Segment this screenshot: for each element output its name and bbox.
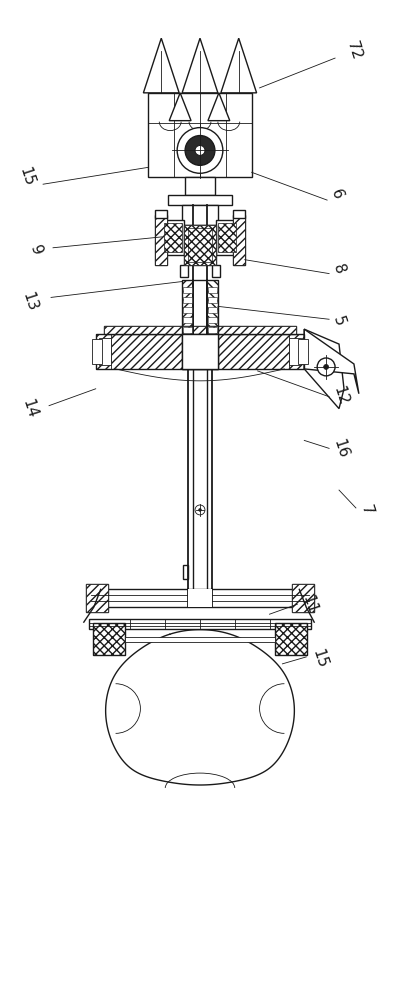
- Bar: [182, 280, 194, 369]
- Bar: [276, 623, 307, 655]
- Bar: [194, 280, 206, 369]
- Bar: [289, 338, 301, 365]
- Bar: [183, 337, 192, 343]
- Text: 13: 13: [19, 290, 39, 313]
- Bar: [164, 223, 182, 252]
- Bar: [208, 307, 217, 313]
- Polygon shape: [143, 38, 179, 93]
- Bar: [188, 589, 212, 607]
- Circle shape: [185, 136, 215, 165]
- Text: 7: 7: [358, 503, 376, 517]
- Bar: [183, 357, 192, 363]
- Bar: [183, 347, 192, 353]
- Bar: [188, 228, 212, 262]
- Bar: [212, 265, 220, 277]
- Bar: [93, 623, 124, 655]
- Bar: [180, 265, 188, 277]
- Bar: [208, 337, 217, 343]
- Bar: [162, 220, 184, 255]
- Polygon shape: [221, 38, 257, 93]
- Text: 15: 15: [16, 166, 36, 189]
- Text: 14: 14: [19, 397, 39, 420]
- Bar: [183, 307, 192, 313]
- Polygon shape: [106, 630, 294, 785]
- Bar: [208, 347, 217, 353]
- Bar: [292, 584, 314, 612]
- Bar: [96, 334, 304, 369]
- Polygon shape: [304, 329, 359, 394]
- Bar: [86, 584, 108, 612]
- Bar: [168, 195, 232, 205]
- Bar: [104, 326, 296, 334]
- Bar: [206, 280, 218, 369]
- Circle shape: [324, 364, 329, 369]
- Bar: [216, 220, 238, 255]
- Bar: [155, 210, 167, 218]
- Text: 8: 8: [330, 263, 348, 277]
- Bar: [292, 584, 314, 612]
- Bar: [184, 225, 216, 265]
- Bar: [182, 205, 218, 225]
- Bar: [185, 177, 215, 195]
- Bar: [233, 210, 245, 218]
- Text: 11: 11: [299, 593, 319, 616]
- Bar: [183, 327, 192, 333]
- Bar: [276, 623, 307, 655]
- Circle shape: [198, 508, 202, 511]
- Bar: [183, 317, 192, 323]
- Bar: [89, 619, 311, 629]
- Circle shape: [317, 358, 335, 376]
- Bar: [233, 215, 245, 265]
- Text: 12: 12: [331, 384, 351, 407]
- Text: 6: 6: [328, 187, 346, 201]
- Bar: [182, 280, 218, 369]
- Bar: [208, 287, 217, 293]
- Polygon shape: [208, 93, 230, 121]
- Bar: [208, 317, 217, 323]
- Bar: [148, 93, 252, 177]
- Text: 15: 15: [309, 647, 329, 670]
- Bar: [233, 215, 245, 265]
- Bar: [182, 334, 218, 369]
- Bar: [183, 297, 192, 303]
- Circle shape: [177, 128, 223, 173]
- Circle shape: [195, 145, 205, 155]
- Bar: [183, 565, 188, 579]
- Polygon shape: [169, 93, 191, 121]
- Polygon shape: [304, 329, 344, 409]
- Bar: [91, 589, 309, 607]
- Circle shape: [199, 597, 201, 600]
- Bar: [104, 326, 296, 334]
- Bar: [155, 215, 167, 265]
- Text: 72: 72: [344, 40, 364, 63]
- Bar: [92, 339, 102, 364]
- Bar: [182, 334, 218, 369]
- Bar: [208, 327, 217, 333]
- Bar: [86, 584, 108, 612]
- Bar: [208, 357, 217, 363]
- Bar: [93, 623, 124, 655]
- Text: 5: 5: [330, 314, 348, 328]
- Text: 9: 9: [28, 243, 45, 257]
- Bar: [124, 637, 276, 642]
- Bar: [184, 225, 216, 265]
- Bar: [96, 334, 304, 369]
- Bar: [218, 223, 236, 252]
- Text: 16: 16: [331, 437, 351, 460]
- Bar: [298, 339, 308, 364]
- Bar: [155, 215, 167, 265]
- Bar: [183, 287, 192, 293]
- Bar: [208, 297, 217, 303]
- Bar: [99, 338, 111, 365]
- Polygon shape: [182, 38, 218, 93]
